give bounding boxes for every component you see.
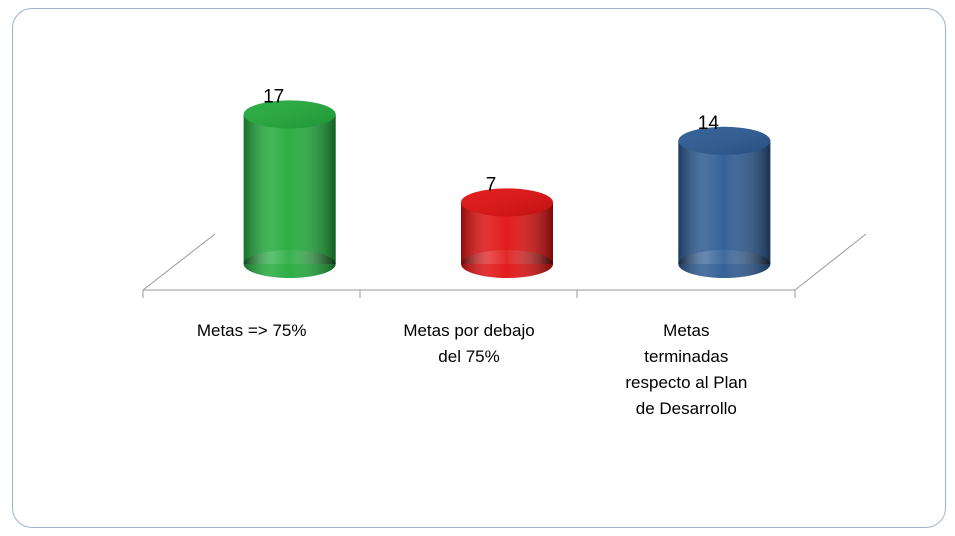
x-tick-label: Metas por debajo del 75% <box>403 321 535 366</box>
shading <box>243 100 336 129</box>
x-tick-label: Metas => 75% <box>196 321 307 340</box>
shading <box>243 250 336 278</box>
shading <box>678 250 771 278</box>
chart-frame <box>12 8 946 528</box>
x-tick-label: Metas terminadas respecto al Plan de Des… <box>625 321 748 418</box>
value-label: 14 <box>698 113 720 134</box>
shading <box>678 140 771 264</box>
value-label: 17 <box>263 86 284 107</box>
value-label: 7 <box>486 174 497 195</box>
cylinder <box>243 100 336 278</box>
cylinder <box>461 188 553 278</box>
shading <box>461 250 553 278</box>
shading <box>243 114 336 265</box>
floor <box>142 233 867 298</box>
cylinder <box>678 126 771 278</box>
shading <box>461 188 553 217</box>
shading <box>678 126 771 155</box>
